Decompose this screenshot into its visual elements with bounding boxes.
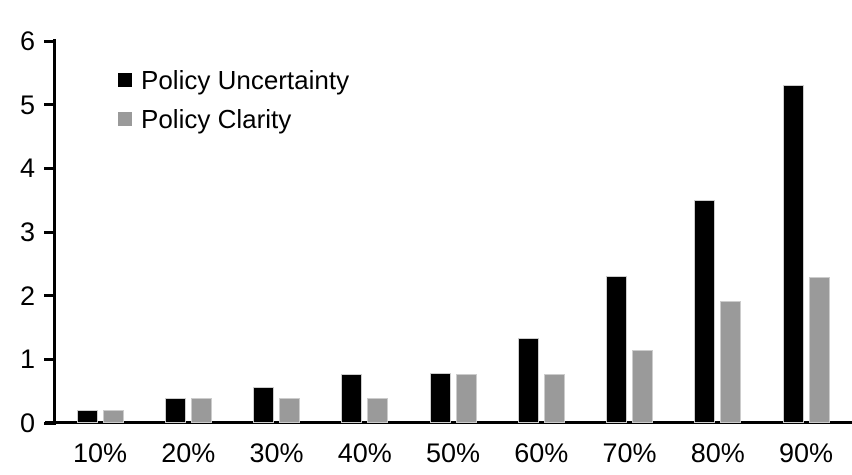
x-axis-label: 40% [337,438,392,468]
bar-policy-clarity-70% [632,350,653,423]
bar-policy-uncertainty-50% [429,373,451,423]
bar-policy-uncertainty-10% [76,410,98,423]
y-axis-tick [44,421,54,425]
y-axis-label: 2 [19,280,35,311]
bar-policy-clarity-30% [279,398,300,423]
bar-policy-uncertainty-20% [164,398,186,423]
x-axis-label: 70% [602,438,657,468]
y-axis-label: 5 [19,89,35,120]
bar-policy-clarity-50% [455,374,477,423]
bar-policy-clarity-40% [367,398,389,423]
x-axis-label: 60% [514,438,569,468]
y-axis-tick [44,39,54,43]
bar-policy-uncertainty-60% [517,338,539,423]
legend-label-policy-clarity: Policy Clarity [141,104,292,134]
y-axis-tick [44,230,54,234]
x-axis-label: 80% [690,438,745,468]
x-axis-label: 20% [161,438,216,468]
bar-policy-clarity-20% [190,398,212,423]
y-axis-label: 4 [19,153,35,184]
legend-item-policy-uncertainty: Policy Uncertainty [118,65,349,95]
bar-policy-uncertainty-40% [341,374,363,423]
y-axis-tick [44,294,54,298]
bar-policy-clarity-60% [543,374,565,423]
y-axis-label: 6 [19,26,35,56]
bar-policy-clarity-10% [102,410,124,423]
legend-swatch-policy-uncertainty [118,73,132,87]
x-axis-label: 90% [778,438,834,468]
x-axis-label: 10% [72,438,128,468]
x-axis-label: 50% [425,438,481,468]
y-axis-label: 0 [19,408,35,438]
y-axis-line [53,39,56,425]
bar-policy-clarity-80% [720,301,742,423]
legend-label-policy-uncertainty: Policy Uncertainty [141,65,350,95]
bar-policy-uncertainty-90% [782,85,804,423]
y-axis-tick [44,103,54,107]
bar-policy-clarity-90% [808,277,830,423]
x-axis-label: 30% [249,438,304,468]
bar-policy-uncertainty-30% [253,387,274,423]
legend-item-policy-clarity: Policy Clarity [118,104,349,134]
legend: Policy Uncertainty Policy Clarity [118,65,349,143]
bar-policy-uncertainty-80% [694,200,716,423]
bar-policy-uncertainty-70% [606,276,627,423]
y-axis-tick [44,166,54,170]
y-axis-label: 3 [19,217,35,247]
y-axis-tick [44,357,54,361]
legend-swatch-policy-clarity [118,112,132,126]
y-axis-label: 1 [19,344,35,375]
